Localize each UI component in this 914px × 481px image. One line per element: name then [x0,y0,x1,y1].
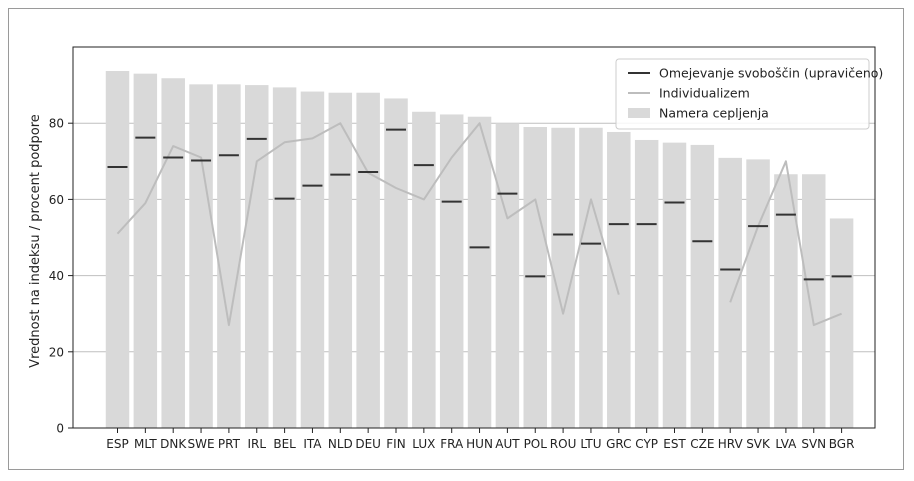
bar-swe [189,84,213,428]
x-tick-label-swe: SWE [188,437,215,451]
bar-irl [245,85,269,428]
bar-layer [105,71,854,429]
x-tick-label-bgr: BGR [829,437,855,451]
bar-cze [690,144,715,429]
bar-fra [439,114,464,428]
x-tick-label-bel: BEL [273,437,296,451]
x-tick-label-pol: POL [524,437,548,451]
x-tick-label-aut: AUT [495,437,520,451]
legend-label: Namera cepljenja [659,106,769,121]
x-tick-label-svn: SVN [801,437,826,451]
x-tick-label-deu: DEU [355,437,381,451]
x-tick-label-rou: ROU [550,437,577,451]
y-tick-label: 80 [49,117,64,131]
x-tick-label-nld: NLD [328,437,353,451]
axis-layer: 0 20 40 60 80 ESP MLT DNK SWE PRT IRL BEL ITA NLD DEU F… [49,46,876,451]
x-tick-label-hun: HUN [466,437,493,451]
bar-lva [774,174,798,428]
bar-svn [802,174,826,428]
x-tick-label-cze: CZE [690,437,714,451]
x-tick-label-svk: SVK [746,437,771,451]
x-tick-label-prt: PRT [218,437,241,451]
x-tick-label-hrv: HRV [718,437,744,451]
x-tick-label-ltu: LTU [580,437,601,451]
x-tick-label-lux: LUX [412,437,435,451]
x-tick-label-fin: FIN [386,437,405,451]
x-tick-label-est: EST [663,437,686,451]
bar-cyp [634,139,659,429]
plot-frame [72,46,876,429]
x-tick-label-dnk: DNK [160,437,187,451]
x-tick-label-lva: LVA [775,437,797,451]
legend-swatch-vaccination [628,108,650,118]
legend-label: Omejevanje svoboščin (upravičeno) [659,66,883,81]
chart-frame: 0 20 40 60 80 ESP MLT DNK SWE PRT IRL BEL ITA NLD DEU F… [8,8,904,470]
x-tick-label-esp: ESP [106,437,128,451]
y-tick-label: 0 [56,422,64,436]
bar-deu [356,92,380,428]
x-tick-label-mlt: MLT [134,437,157,451]
bar-nld [328,92,353,428]
bar-aut [495,123,520,428]
legend-box [615,58,870,130]
bar-rou [551,127,575,428]
y-tick-label: 40 [49,269,64,283]
bar-bgr [829,218,854,428]
x-tick-label-grc: GRC [606,437,631,451]
chart: 0 20 40 60 80 ESP MLT DNK SWE PRT IRL BEL ITA NLD DEU F… [28,46,883,451]
y-axis-label: Vrednost na indeksu / procent podpore [28,114,43,368]
bar-ita [300,91,325,429]
bar-ltu [579,127,603,428]
bar-lux [412,111,436,429]
bar-mlt [133,73,158,429]
bar-est [662,142,687,429]
bar-grc [607,131,631,428]
bar-prt [217,84,241,428]
bar-pol [523,127,547,428]
bar-fin [384,98,408,428]
bar-hun [467,116,492,429]
legend-label: Individualizem [659,86,750,101]
marker-layer [107,128,852,281]
bar-dnk [161,78,185,428]
x-tick-label-fra: FRA [440,437,464,451]
bar-esp [105,71,130,429]
x-tick-label-irl: IRL [247,437,266,451]
bar-bel [272,87,297,429]
x-tick-label-cyp: CYP [635,437,658,451]
legend: Omejevanje svoboščin (upravičeno) Individ… [615,58,883,130]
y-tick-label: 20 [49,345,64,359]
x-tick-label-ita: ITA [303,437,322,451]
y-tick-label: 60 [49,193,64,207]
individualism-line [729,160,842,327]
bar-hrv [718,157,742,428]
bar-svk [746,159,770,428]
